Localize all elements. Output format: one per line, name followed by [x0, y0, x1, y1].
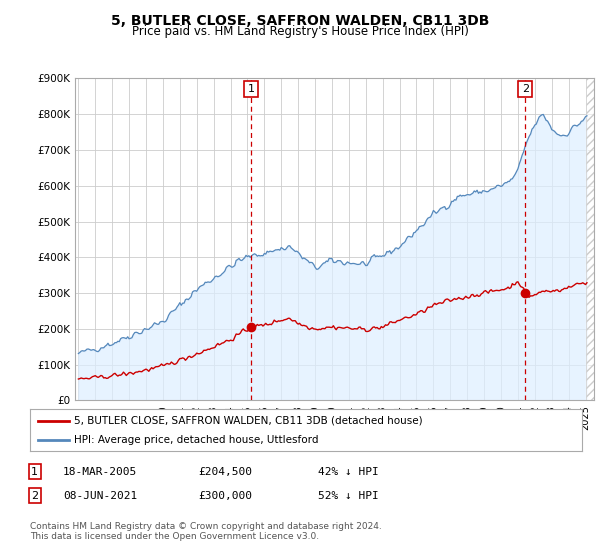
Text: 5, BUTLER CLOSE, SAFFRON WALDEN, CB11 3DB: 5, BUTLER CLOSE, SAFFRON WALDEN, CB11 3D…: [111, 14, 489, 28]
Text: 1: 1: [31, 466, 38, 477]
Text: 5, BUTLER CLOSE, SAFFRON WALDEN, CB11 3DB (detached house): 5, BUTLER CLOSE, SAFFRON WALDEN, CB11 3D…: [74, 416, 423, 426]
Text: 42% ↓ HPI: 42% ↓ HPI: [318, 466, 379, 477]
Text: £204,500: £204,500: [198, 466, 252, 477]
Text: Contains HM Land Registry data © Crown copyright and database right 2024.
This d: Contains HM Land Registry data © Crown c…: [30, 522, 382, 542]
Text: 2: 2: [31, 491, 38, 501]
Text: 08-JUN-2021: 08-JUN-2021: [63, 491, 137, 501]
Text: 18-MAR-2005: 18-MAR-2005: [63, 466, 137, 477]
Text: 52% ↓ HPI: 52% ↓ HPI: [318, 491, 379, 501]
Text: 2: 2: [522, 84, 529, 94]
Text: HPI: Average price, detached house, Uttlesford: HPI: Average price, detached house, Uttl…: [74, 435, 319, 445]
Text: 1: 1: [247, 84, 254, 94]
Text: Price paid vs. HM Land Registry's House Price Index (HPI): Price paid vs. HM Land Registry's House …: [131, 25, 469, 38]
Text: £300,000: £300,000: [198, 491, 252, 501]
